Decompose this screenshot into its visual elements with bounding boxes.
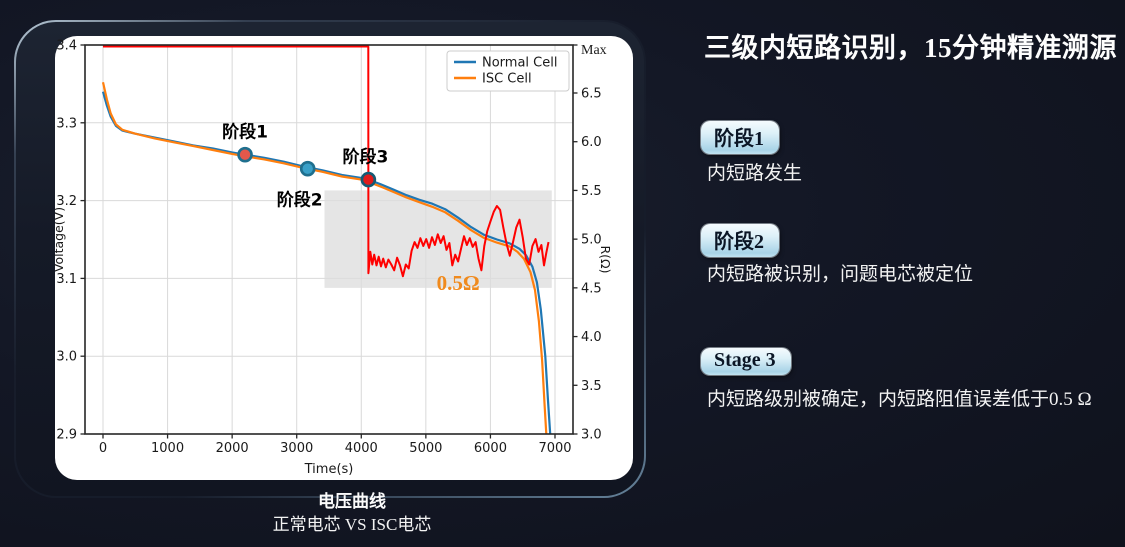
stage-2-description: 内短路被识别，问题电芯被定位: [707, 264, 974, 285]
tick-labels: 0 1000 2000 3000 4000 5000 6000 7000 2.9 3.0 3.1 3.…: [56, 39, 606, 457]
voltage-resistance-chart: 0.5Ω 阶段1 阶段2 阶段3 0 1000 2000 3000 4000 5000 6000 70…: [55, 39, 613, 478]
chart-panel: 0.5Ω 阶段1 阶段2 阶段3 0 1000 2000 3000 4000 5000 6000 70…: [55, 36, 633, 480]
svg-text:3.1: 3.1: [56, 272, 77, 287]
svg-text:4000: 4000: [345, 441, 378, 456]
chart-caption: 电压曲线 正常电芯 VS ISC电芯: [152, 492, 552, 535]
svg-text:1000: 1000: [151, 441, 184, 456]
stage-marker-3: [360, 171, 377, 188]
stage-3-description: 内短路级别被确定，内短路阻值误差低于0.5 Ω: [707, 389, 1092, 410]
stage-marker-1: [237, 146, 253, 163]
x-axis-title: Time(s): [304, 462, 354, 477]
svg-text:3.3: 3.3: [56, 116, 77, 131]
svg-text:3.5: 3.5: [581, 379, 602, 394]
svg-text:7000: 7000: [538, 441, 571, 456]
svg-text:5.0: 5.0: [581, 233, 602, 248]
stage-2-badge: 阶段2: [701, 224, 779, 257]
stage-1-badge: 阶段1: [701, 121, 779, 154]
y-axis-title-right: R(Ω): [598, 246, 613, 274]
ticks: [80, 44, 578, 439]
stage-marker-label-2: 阶段2: [277, 190, 323, 211]
svg-text:4.0: 4.0: [581, 330, 602, 345]
resistance-annotation: 0.5Ω: [437, 271, 480, 295]
svg-text:5000: 5000: [409, 441, 442, 456]
series-isc-resistance: [103, 45, 550, 278]
svg-text:5.5: 5.5: [581, 184, 602, 199]
svg-text:6000: 6000: [474, 441, 507, 456]
y-axis-title-left: Voltage(V): [55, 207, 66, 272]
svg-text:3.0: 3.0: [56, 350, 77, 365]
stage-marker-label-3: 阶段3: [342, 147, 388, 168]
stage-3-badge: Stage 3: [701, 348, 791, 375]
svg-text:2.9: 2.9: [56, 428, 77, 443]
legend-label-1: Normal Cell: [482, 56, 557, 71]
legend-label-2: ISC Cell: [482, 72, 532, 87]
svg-text:3.4: 3.4: [56, 39, 77, 54]
right-axis-max-label: Max: [581, 43, 607, 58]
svg-text:4.5: 4.5: [581, 281, 602, 296]
svg-text:0: 0: [99, 441, 107, 456]
page-title: 三级内短路识别，15分钟精准溯源: [704, 33, 1117, 63]
svg-text:6.5: 6.5: [581, 86, 602, 101]
svg-text:2000: 2000: [216, 441, 249, 456]
svg-text:3000: 3000: [280, 441, 313, 456]
stage-marker-2: [299, 160, 316, 177]
stage-1-description: 内短路发生: [707, 163, 803, 184]
svg-text:3.2: 3.2: [56, 194, 77, 209]
svg-text:6.0: 6.0: [581, 135, 602, 150]
stage-marker-label-1: 阶段1: [222, 122, 268, 143]
caption-title: 电压曲线: [318, 492, 386, 511]
caption-subtitle: 正常电芯 VS ISC电芯: [272, 515, 432, 534]
svg-text:3.0: 3.0: [581, 428, 602, 443]
